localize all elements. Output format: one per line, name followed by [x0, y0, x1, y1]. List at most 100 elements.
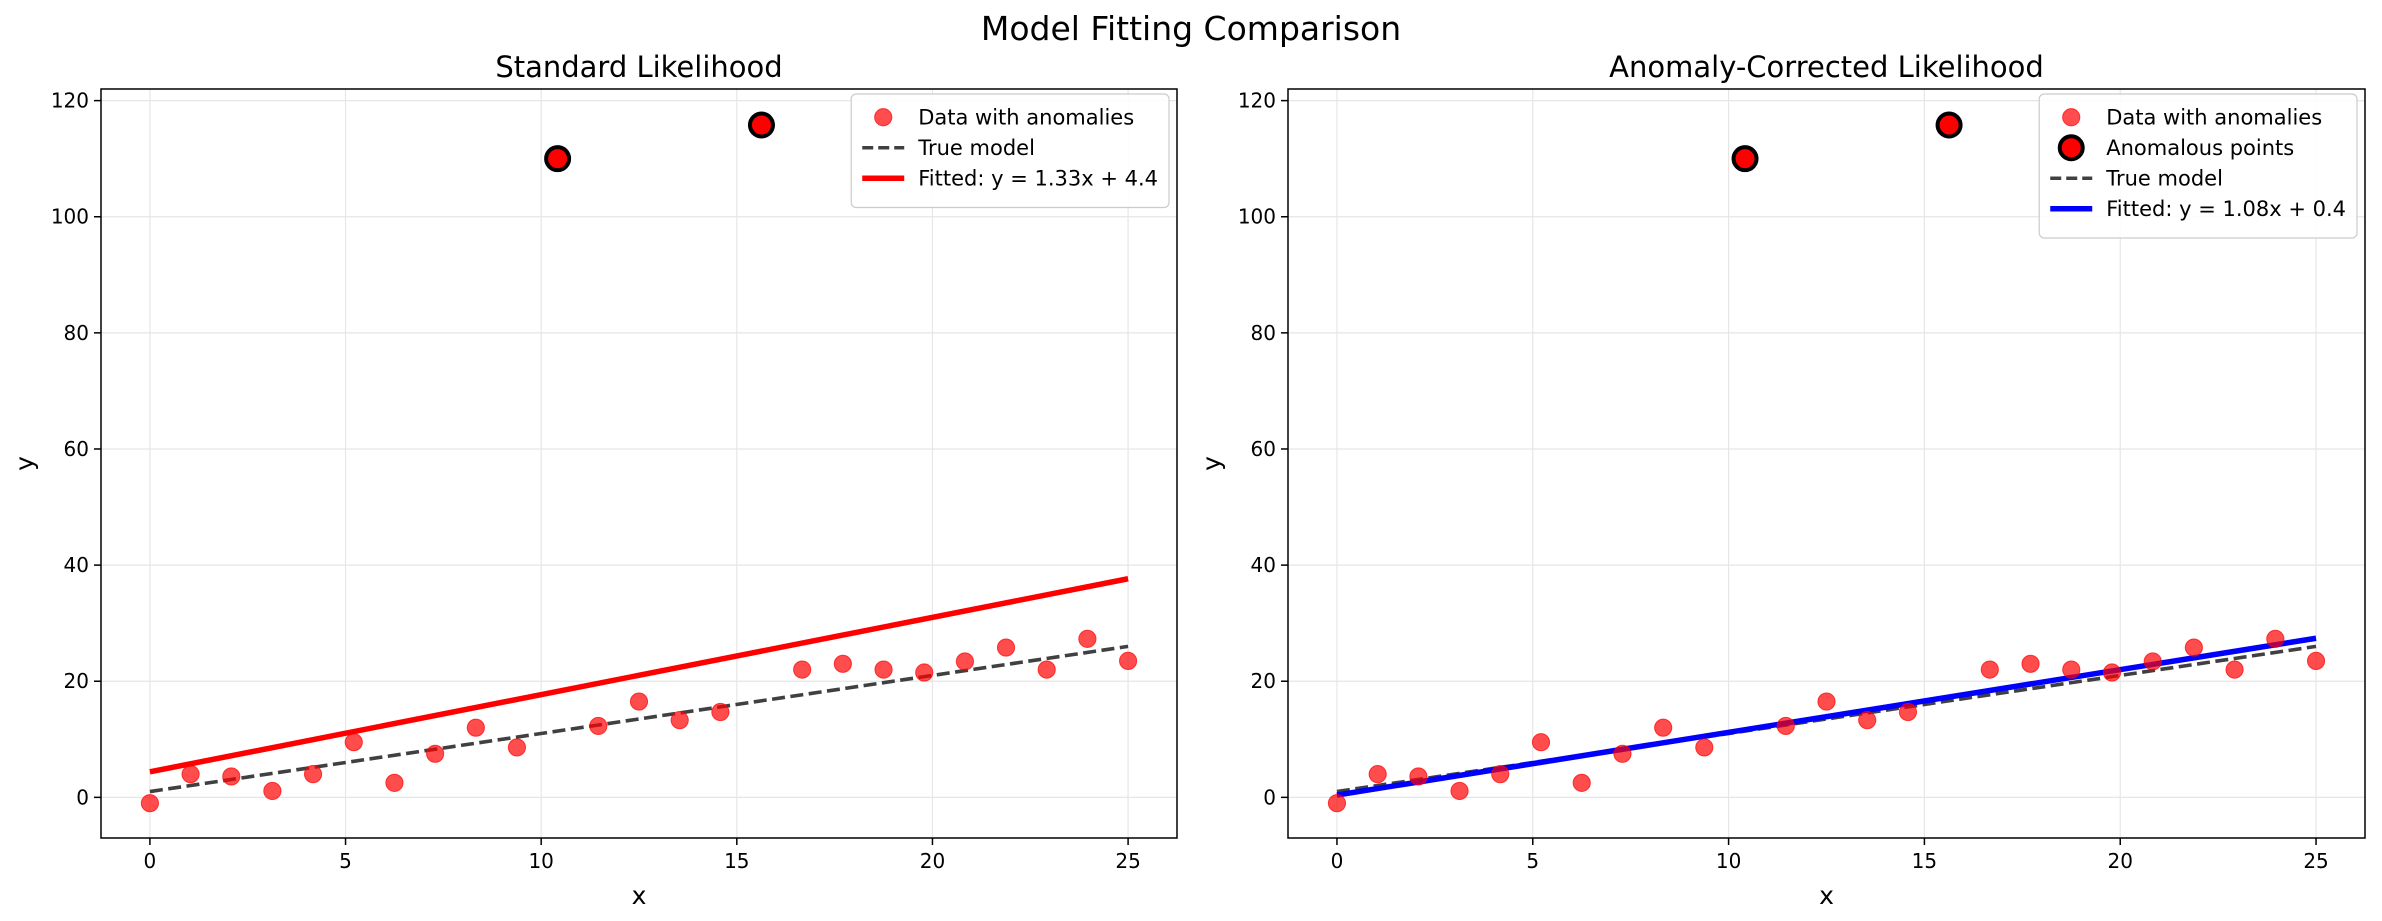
legend-label: True model: [2105, 166, 2223, 190]
data-point: [1368, 765, 1387, 784]
x-tick-label: 10: [1716, 849, 1741, 873]
data-point: [1980, 660, 1999, 679]
y-tick-label: 0: [76, 785, 89, 809]
data-point: [2021, 654, 2040, 673]
legend-marker-anomaly: [2057, 134, 2085, 162]
plot-frame: [100, 88, 1178, 839]
x-tick-label: 5: [1526, 849, 1539, 873]
data-point: [670, 711, 689, 730]
data-point: [1037, 660, 1056, 679]
y-tick-label: 20: [1251, 669, 1276, 693]
y-tick-label: 80: [64, 321, 89, 345]
legend-box: [2038, 93, 2358, 239]
data-point: [711, 702, 730, 722]
legend: Data with anomalies Anomalous points True …: [2038, 93, 2358, 239]
data-point: [1327, 794, 1347, 813]
x-tick-label: 20: [920, 849, 945, 873]
data-point: [955, 652, 975, 671]
y-tick-label: 100: [51, 205, 89, 229]
data-point: [2102, 663, 2122, 682]
data-point: [2143, 652, 2162, 671]
legend: Data with anomalies True model Fitted: y =…: [850, 93, 1170, 209]
x-tick-label: 15: [1912, 849, 1937, 873]
legend-entry: Data with anomalies: [874, 105, 1134, 129]
data-point: [2266, 629, 2285, 648]
legend-marker-data: [874, 108, 893, 127]
y-tick-label: 40: [64, 553, 89, 577]
x-tick-label: 15: [724, 849, 749, 873]
anomaly-point: [747, 111, 775, 139]
x-axis-label: x: [632, 881, 647, 910]
y-axis-label: y: [10, 456, 39, 471]
data-point: [589, 716, 608, 736]
data-point: [2062, 660, 2081, 679]
anomaly-point: [1935, 111, 1963, 139]
legend-label: True model: [917, 136, 1035, 160]
data-point: [874, 660, 893, 679]
x-tick-label: 0: [1331, 849, 1344, 873]
x-tick-label: 0: [144, 849, 157, 873]
data-point: [426, 744, 445, 763]
legend-entry: True model: [862, 136, 1035, 160]
anomaly-point: [1731, 145, 1759, 173]
anomaly-point: [544, 145, 572, 173]
y-tick-label: 80: [1251, 321, 1276, 345]
y-axis-label: y: [1197, 456, 1226, 471]
data-point: [915, 663, 934, 682]
data-point: [1078, 629, 1097, 648]
y-tick-label: 40: [1251, 553, 1276, 577]
data-point: [1695, 738, 1714, 757]
data-point: [1817, 692, 1836, 711]
legend-box: [850, 93, 1170, 209]
data-point: [222, 767, 241, 786]
data-point: [1898, 702, 1918, 722]
y-tick-label: 20: [64, 669, 89, 693]
legend-label: Data with anomalies: [2106, 105, 2322, 129]
legend-label: Anomalous points: [2106, 136, 2294, 160]
y-tick-label: 100: [1238, 205, 1276, 229]
data-point: [1531, 733, 1551, 752]
data-point: [385, 773, 404, 792]
x-tick-label: 25: [1115, 849, 1140, 873]
data-point: [303, 765, 323, 784]
data-point: [1572, 773, 1591, 792]
chart-title: Standard Likelihood: [495, 50, 782, 84]
data-point: [344, 733, 363, 752]
data-point: [466, 718, 485, 737]
x-tick-label: 20: [2108, 849, 2133, 873]
x-axis-label: x: [1819, 881, 1834, 910]
plot-frame: [1287, 88, 2366, 839]
legend-label: Data with anomalies: [918, 105, 1134, 129]
fitted-line: [149, 576, 1129, 775]
data-point: [1776, 716, 1795, 736]
data-point: [507, 738, 527, 757]
data-point: [2184, 638, 2203, 657]
data-point: [263, 781, 282, 801]
chart-standard-likelihood: 0 5 10 15 20 25 0 20 40 60 80 100 120 x y Standard Like…: [10, 50, 1178, 910]
y-tick-label: 0: [1263, 785, 1276, 809]
figure-title: Model Fitting Comparison: [981, 9, 1401, 48]
y-tick-label: 60: [1251, 437, 1276, 461]
data-point: [1858, 711, 1877, 730]
data-point: [1118, 651, 1138, 671]
legend-entry: True model: [2050, 166, 2223, 190]
legend-label: Fitted: y = 1.08x + 0.4: [2106, 197, 2346, 221]
data-point: [140, 794, 160, 813]
data-point: [629, 692, 649, 711]
x-tick-label: 10: [528, 849, 553, 873]
data-point: [2225, 660, 2244, 679]
legend-label: Fitted: y = 1.33x + 4.4: [918, 166, 1158, 190]
data-point: [1491, 765, 1510, 784]
data-point: [1654, 718, 1673, 737]
data-point: [833, 654, 852, 673]
data-point: [1409, 767, 1428, 786]
legend-entry: Data with anomalies: [2062, 105, 2322, 129]
data-point: [793, 660, 812, 679]
chart-anomaly-corrected-likelihood: 0 5 10 15 20 25 0 20 40 60 80 100 120 x y Anomaly-Corre…: [1197, 50, 2366, 910]
chart-title: Anomaly-Corrected Likelihood: [1609, 50, 2044, 84]
data-point: [1450, 781, 1469, 801]
data-point: [181, 765, 200, 784]
legend-entry: Anomalous points: [2057, 134, 2294, 162]
x-tick-label: 5: [339, 849, 352, 873]
